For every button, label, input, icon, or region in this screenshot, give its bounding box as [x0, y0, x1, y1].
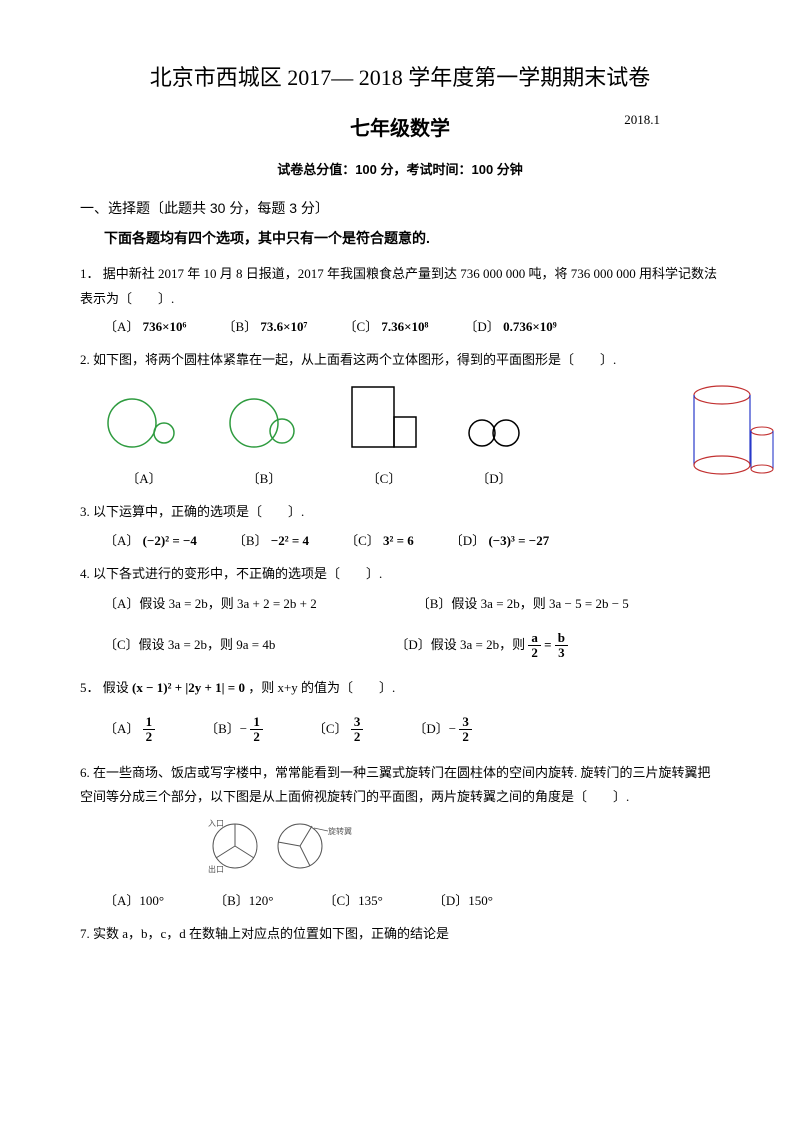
q2-fig-c: 〔C〕: [344, 383, 424, 492]
q2-fig-a: 〔A〕: [104, 393, 184, 492]
q3-opt-a: 〔A〕 (−2)² = −4: [104, 529, 197, 554]
q2-num: 2.: [80, 352, 90, 367]
q5-options: 〔A〕 12 〔B〕− 12 〔C〕 32 〔D〕− 32: [104, 715, 720, 745]
question-2: 2. 如下图，将两个圆柱体紧靠在一起，从上面看这两个立体图形，得到的平面图形是〔…: [80, 348, 720, 492]
q2-fig-b: 〔B〕: [224, 393, 304, 492]
q6-lbl-in: 入口: [208, 819, 224, 828]
q5-opt-b: 〔B〕− 12: [205, 715, 263, 745]
two-rects-icon: [344, 383, 424, 453]
q4-opt-b: 〔B〕假设 3a = 2b，则 3a − 5 = 2b − 5: [417, 592, 629, 617]
question-7: 7. 实数 a，b，c，d 在数轴上对应点的位置如下图，正确的结论是: [80, 922, 720, 947]
q6-options: 〔A〕100° 〔B〕120° 〔C〕135° 〔D〕150°: [104, 889, 720, 914]
q2-figures: 〔A〕 〔B〕 〔C〕 〔D: [104, 383, 720, 492]
two-circles-a-icon: [104, 393, 184, 453]
date: 2018.1: [624, 112, 660, 128]
two-circles-b-icon: [224, 393, 304, 453]
q5-opt-d: 〔D〕− 32: [413, 715, 471, 745]
q3-opt-d: 〔D〕 (−3)³ = −27: [450, 529, 549, 554]
q4-opt-a: 〔A〕假设 3a = 2b，则 3a + 2 = 2b + 2: [104, 592, 317, 617]
q2-cylinders: [690, 383, 780, 492]
frac-b3: b3: [555, 631, 568, 661]
q6-opt-d: 〔D〕150°: [433, 889, 493, 914]
q3-num: 3.: [80, 504, 90, 519]
exam-info: 试卷总分值：100 分，考试时间：100 分钟: [80, 159, 720, 178]
q4-row2: 〔C〕假设 3a = 2b，则 9a = 4b 〔D〕假设 3a = 2b，则 …: [104, 631, 720, 661]
instruction: 下面各题均有四个选项，其中只有一个是符合题意的.: [104, 228, 720, 248]
q6-opt-b: 〔B〕120°: [214, 889, 273, 914]
question-4: 4. 以下各式进行的变形中，不正确的选项是〔 〕. 〔A〕假设 3a = 2b，…: [80, 562, 720, 661]
q6-text: 在一些商场、饭店或写字楼中，常常能看到一种三翼式旋转门在圆柱体的空间内旋转. 旋…: [80, 765, 711, 805]
q5-opt-c: 〔C〕 32: [313, 715, 363, 745]
q2-label-c: 〔C〕: [344, 467, 424, 492]
q1-opt-d: 〔D〕 0.736×10⁹: [464, 315, 556, 340]
q4-text: 以下各式进行的变形中，不正确的选项是〔 〕.: [93, 566, 382, 581]
q1-options: 〔A〕 736×10⁶ 〔B〕 73.6×10⁷ 〔C〕 7.36×10⁸ 〔D…: [104, 315, 720, 340]
q6-num: 6.: [80, 765, 90, 780]
q4-row1: 〔A〕假设 3a = 2b，则 3a + 2 = 2b + 2 〔B〕假设 3a…: [104, 592, 720, 617]
q3-opt-b: 〔B〕 −2² = 4: [233, 529, 309, 554]
q4-opt-d: 〔D〕假设 3a = 2b，则 a2 = b3: [395, 631, 568, 661]
q5-num: 5．: [80, 680, 100, 695]
q6-figures: 入口 出口 旋转翼: [200, 816, 720, 885]
revolving-door-icon: 入口 出口 旋转翼: [200, 816, 370, 876]
subtitle: 七年级数学: [350, 112, 450, 141]
exam-page: 北京市西城区 2017— 2018 学年度第一学期期末试卷 七年级数学 2018…: [0, 0, 800, 994]
q2-label-b: 〔B〕: [224, 467, 304, 492]
question-5: 5． 假设 (x − 1)² + |2y + 1| = 0 ，则 x+y 的值为…: [80, 676, 720, 744]
q1-opt-c: 〔C〕 7.36×10⁸: [343, 315, 428, 340]
q7-num: 7.: [80, 926, 90, 941]
question-1: 1． 据中新社 2017 年 10 月 8 日报道，2017 年我国粮食总产量到…: [80, 262, 720, 340]
q4-opt-c: 〔C〕假设 3a = 2b，则 9a = 4b: [104, 633, 275, 658]
q3-opt-c: 〔C〕 3² = 6: [345, 529, 414, 554]
q1-opt-a: 〔A〕 736×10⁶: [104, 315, 186, 340]
q1-opt-b: 〔B〕 73.6×10⁷: [222, 315, 307, 340]
cylinders-icon: [690, 383, 780, 483]
main-title: 北京市西城区 2017— 2018 学年度第一学期期末试卷: [80, 60, 720, 92]
section-heading: 一、选择题〔此题共 30 分，每题 3 分〕: [80, 198, 720, 218]
q2-text: 如下图，将两个圆柱体紧靠在一起，从上面看这两个立体图形，得到的平面图形是〔 〕.: [93, 352, 616, 367]
q2-fig-d: 〔D〕: [464, 393, 524, 492]
q6-lbl-wing: 旋转翼: [328, 826, 352, 836]
q4-num: 4.: [80, 566, 90, 581]
question-6: 6. 在一些商场、饭店或写字楼中，常常能看到一种三翼式旋转门在圆柱体的空间内旋转…: [80, 761, 720, 914]
q6-opt-a: 〔A〕100°: [104, 889, 164, 914]
q7-text: 实数 a，b，c，d 在数轴上对应点的位置如下图，正确的结论是: [93, 926, 449, 941]
subtitle-row: 七年级数学 2018.1: [80, 112, 720, 141]
q5-pre: 假设: [103, 680, 132, 695]
q6-opt-c: 〔C〕135°: [323, 889, 382, 914]
frac-a2: a2: [528, 631, 541, 661]
question-3: 3. 以下运算中，正确的选项是〔 〕. 〔A〕 (−2)² = −4 〔B〕 −…: [80, 500, 720, 553]
q5-expr: (x − 1)² + |2y + 1| = 0: [132, 680, 245, 695]
q2-label-a: 〔A〕: [104, 467, 184, 492]
q6-lbl-out: 出口: [208, 864, 224, 874]
q5-post: ，则 x+y 的值为〔 〕.: [248, 680, 395, 695]
q1-num: 1．: [80, 266, 100, 281]
two-circles-d-icon: [464, 393, 524, 453]
q3-text: 以下运算中，正确的选项是〔 〕.: [93, 504, 304, 519]
q1-text: 据中新社 2017 年 10 月 8 日报道，2017 年我国粮食总产量到达 7…: [80, 266, 717, 306]
q5-opt-a: 〔A〕 12: [104, 715, 155, 745]
q2-label-d: 〔D〕: [464, 467, 524, 492]
q3-options: 〔A〕 (−2)² = −4 〔B〕 −2² = 4 〔C〕 3² = 6 〔D…: [104, 529, 720, 554]
